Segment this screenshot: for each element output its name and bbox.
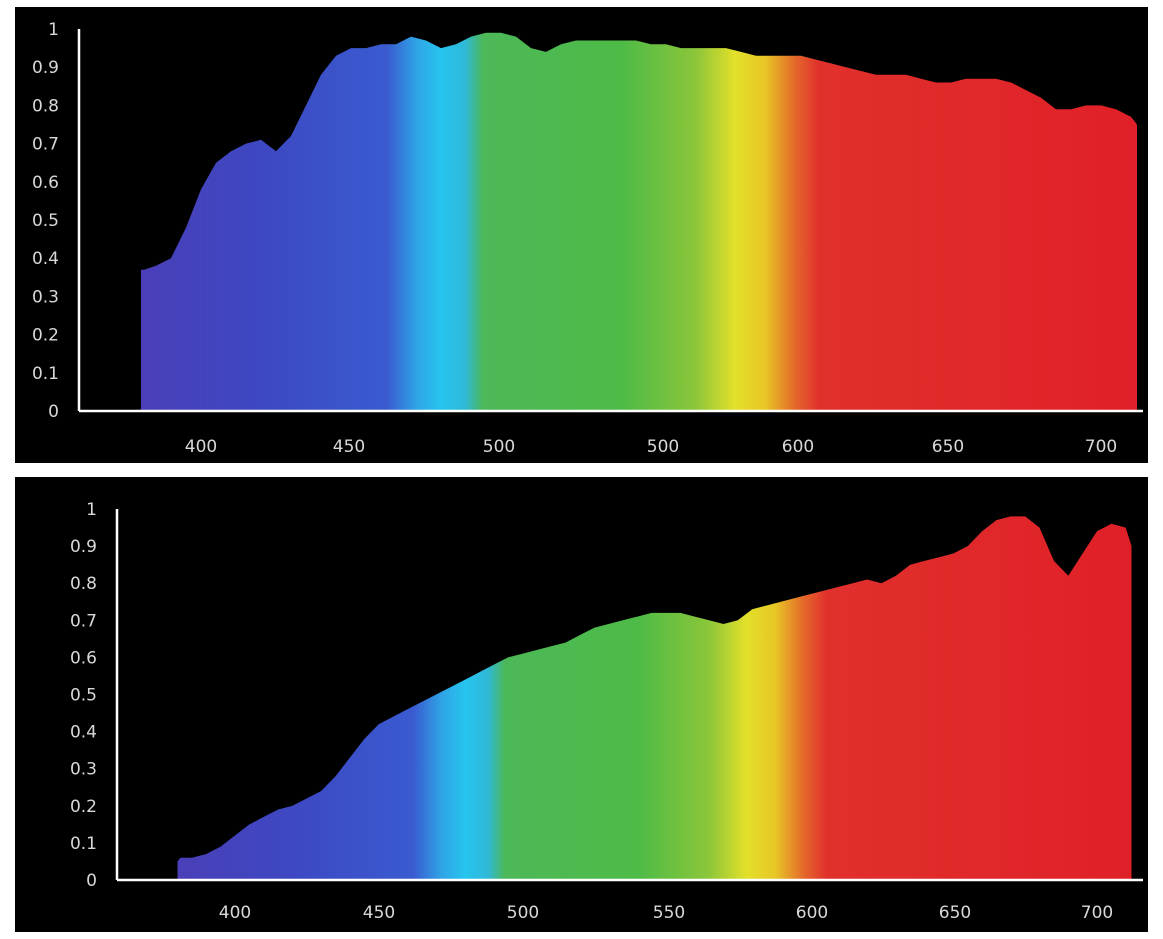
x-tick-label: 600 (782, 437, 814, 457)
x-tick-label: 400 (219, 903, 251, 923)
y-tick-label: 0.3 (32, 287, 59, 307)
x-tick-label: 550 (653, 903, 685, 923)
y-tick-label: 0.7 (32, 135, 59, 155)
y-tick-label: 0.9 (32, 58, 59, 78)
spectrum-plot-top: 0 0.1 0.2 0.3 0.4 0.5 0.6 0.7 0.8 0.9 1 400 450 500 50… (32, 20, 1143, 457)
x-tick-label: 700 (1081, 903, 1113, 923)
y-tick-label: 0.4 (32, 249, 59, 269)
spectrum-chart-top: 0 0.1 0.2 0.3 0.4 0.5 0.6 0.7 0.8 0.9 1 400 450 500 50… (15, 7, 1148, 463)
y-tick-label: 1 (48, 20, 59, 40)
x-tick-label: 500 (483, 437, 515, 457)
spectrum-plot-bottom: 0 0.1 0.2 0.3 0.4 0.5 0.6 0.7 0.8 0.9 1 400 450 500 55… (70, 500, 1143, 923)
y-tick-label: 0.1 (70, 834, 97, 854)
y-tick-label: 0.2 (32, 326, 59, 346)
spectrum-area (141, 32, 1137, 412)
y-tick-label: 0.7 (70, 611, 97, 631)
spectrum-chart-bottom: 0 0.1 0.2 0.3 0.4 0.5 0.6 0.7 0.8 0.9 1 400 450 500 55… (15, 477, 1148, 932)
y-tick-label: 0.1 (32, 364, 59, 384)
y-tick-label: 0.4 (70, 723, 97, 743)
y-tick-label: 0 (48, 402, 59, 422)
x-tick-label: 650 (939, 903, 971, 923)
y-tick-label: 0.8 (32, 96, 59, 116)
y-tick-label: 0.3 (70, 760, 97, 780)
x-tick-label: 600 (796, 903, 828, 923)
y-tick-label: 0.8 (70, 574, 97, 594)
x-tick-label: 500 (647, 437, 679, 457)
y-tick-label: 0.6 (70, 648, 97, 668)
x-tick-label: 500 (507, 903, 539, 923)
y-tick-label: 0.5 (32, 211, 59, 231)
y-tick-label: 0.6 (32, 173, 59, 193)
x-tick-label: 700 (1085, 437, 1117, 457)
y-tick-label: 0.5 (70, 686, 97, 706)
y-tick-label: 0 (86, 871, 97, 891)
y-tick-label: 0.2 (70, 797, 97, 817)
x-tick-label: 650 (932, 437, 964, 457)
x-tick-label: 400 (185, 437, 217, 457)
y-tick-label: 0.9 (70, 537, 97, 557)
x-tick-label: 450 (363, 903, 395, 923)
y-tick-label: 1 (86, 500, 97, 520)
spectrum-area (177, 516, 1132, 880)
x-tick-label: 450 (333, 437, 365, 457)
